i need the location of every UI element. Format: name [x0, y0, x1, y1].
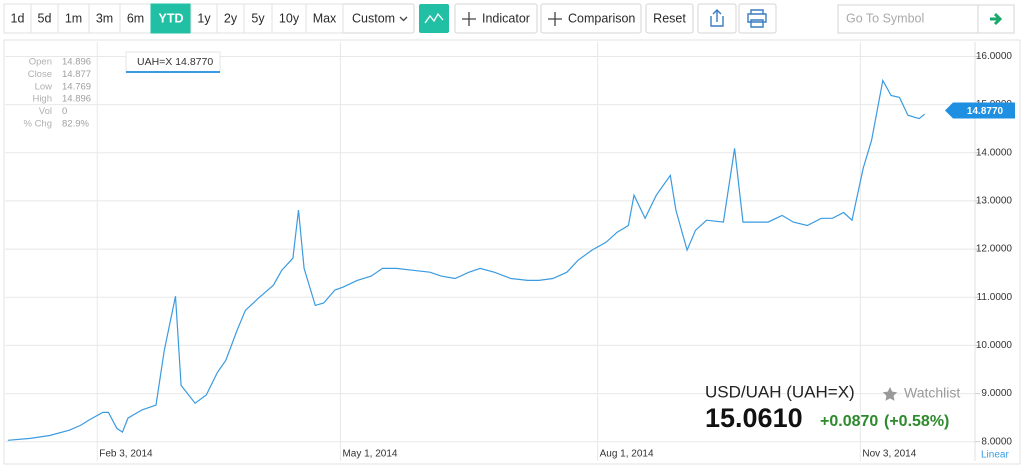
tooltip: UAH=X 14.8770 [137, 56, 213, 68]
x-tick-label: Nov 3, 2014 [862, 449, 916, 460]
range-button[interactable] [57, 3, 90, 34]
x-tick-label: Feb 3, 2014 [99, 449, 153, 460]
ohlc-label: Low [35, 81, 53, 92]
symbol-search[interactable] [837, 4, 979, 34]
range-button[interactable] [271, 3, 307, 34]
x-tick-label: May 1, 2014 [342, 449, 397, 460]
range-button[interactable] [305, 3, 344, 34]
trend-button[interactable] [419, 4, 449, 33]
y-tick-label: 10.0000 [976, 340, 1013, 351]
range-button[interactable] [243, 3, 273, 34]
go-arrow [990, 12, 1003, 26]
ohlc-label: Close [28, 69, 52, 80]
ohlc-value: 82.9% [62, 119, 89, 130]
quote-change-pct: (+0.58%) [884, 413, 949, 430]
comparison-label[interactable]: Comparison [568, 11, 635, 25]
watchlist[interactable]: Watchlist [904, 385, 960, 401]
trend-icon [424, 12, 444, 24]
range-label[interactable]: Max [313, 11, 337, 25]
y-tick-label: 11.0000 [977, 292, 1013, 303]
range-button[interactable] [119, 3, 152, 34]
price-line [7, 78, 926, 441]
search-placeholder: Go To Symbol [846, 11, 924, 25]
last-price-tag [945, 102, 1015, 119]
ohlc-label: Vol [39, 106, 52, 117]
y-tick-label: 12.0000 [976, 244, 1013, 255]
ohlc-label: % Chg [23, 119, 52, 130]
indicator-label[interactable]: Indicator [482, 11, 530, 25]
quote-change: +0.0870 [820, 413, 878, 430]
indicator-button[interactable] [454, 3, 538, 34]
range-label[interactable]: YTD [159, 11, 184, 25]
toolbar: 1d 5d 1m 3m 6m YTD 1y 2y 5y 10y Max Custom Indicator… [3, 3, 1015, 34]
star-icon[interactable] [882, 387, 898, 401]
range-label[interactable]: 1d [11, 11, 25, 25]
range-button[interactable] [190, 3, 218, 34]
print-button[interactable] [738, 3, 777, 34]
range-label[interactable]: 1y [197, 11, 211, 25]
ohlc-label: High [32, 94, 52, 105]
y-tick-label: 14.0000 [976, 147, 1013, 158]
range-button[interactable] [3, 3, 32, 34]
ohlc-value: 14.896 [62, 57, 91, 68]
quote-price: 15.0610 [705, 403, 803, 433]
range-label[interactable]: 10y [279, 11, 300, 25]
ohlc-panel: Open 14.896 Close 14.877 Low 14.769 High 14.896… [23, 57, 91, 130]
last-price-label: 14.8770 [967, 106, 1004, 117]
plus-icon [462, 12, 476, 26]
range-label[interactable]: 6m [127, 11, 144, 25]
y-tick-label: 9.0000 [981, 388, 1012, 399]
quote-name: USD/UAH (UAH=X) [705, 382, 855, 401]
range-label[interactable]: 3m [96, 11, 113, 25]
scale-mode[interactable]: Linear [981, 450, 1009, 461]
plus-icon [548, 12, 562, 26]
ohlc-value: 14.896 [62, 94, 91, 105]
reset-label[interactable]: Reset [653, 11, 686, 25]
x-tick-label: Aug 1, 2014 [600, 449, 654, 460]
range-button[interactable] [30, 3, 59, 34]
custom-button[interactable]: Custom [352, 11, 395, 25]
ohlc-value: 14.769 [62, 81, 91, 92]
y-tick-label: 13.0000 [976, 196, 1013, 207]
range-label[interactable]: 1m [65, 11, 82, 25]
ohlc-value: 0 [62, 106, 67, 117]
share-icon [710, 9, 724, 27]
range-label[interactable]: 5d [38, 11, 52, 25]
range-label[interactable]: 2y [224, 11, 238, 25]
y-tick-label: 8.0000 [981, 436, 1012, 447]
comparison-button[interactable] [540, 3, 642, 34]
reset-button[interactable] [645, 3, 694, 34]
ohlc-label: Open [29, 57, 52, 68]
y-tick-label: 16.0000 [976, 51, 1013, 62]
range-label[interactable]: 5y [251, 11, 265, 25]
dropdown-caret [399, 16, 408, 22]
ohlc-value: 14.877 [62, 69, 91, 80]
range-button[interactable] [88, 3, 121, 34]
print-icon [747, 9, 767, 28]
